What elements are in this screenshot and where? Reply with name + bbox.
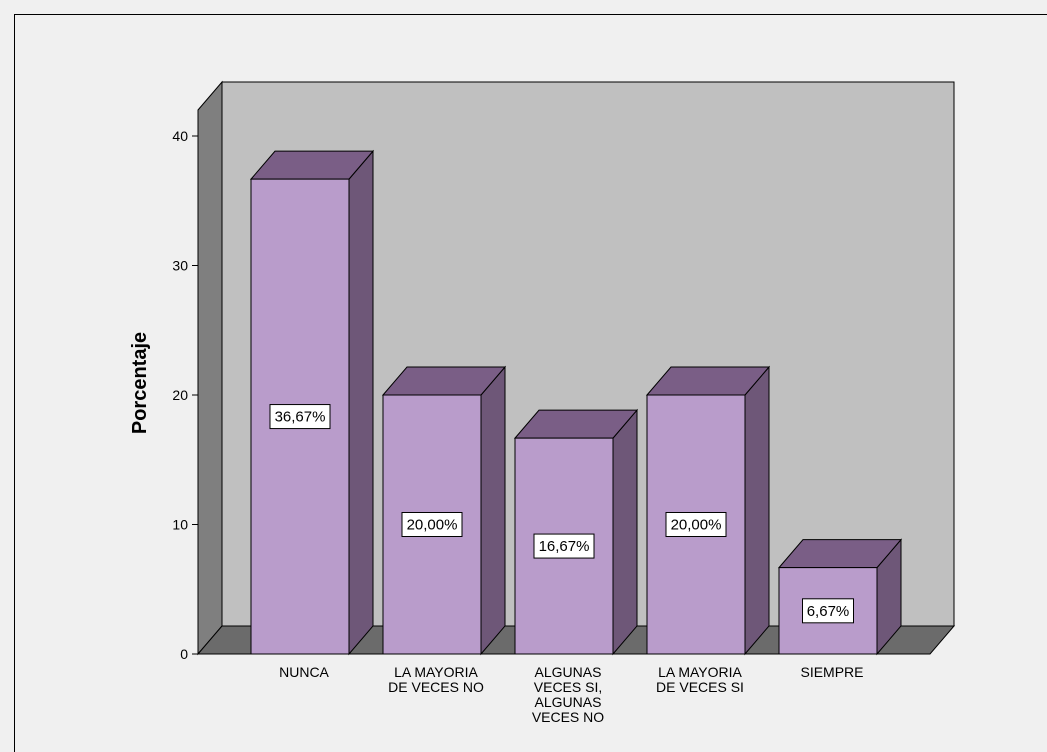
data-label-box: [269, 404, 331, 430]
bar-group: 20,00%: [645, 365, 771, 656]
y-tick-label: 40: [172, 128, 188, 144]
x-category-label-line: NUNCA: [279, 664, 329, 680]
x-category-label-line: DE VECES SI: [656, 679, 744, 695]
data-label: 16,67%: [539, 538, 590, 555]
x-category-label: LA MAYORIA DE VECES NO: [388, 664, 484, 695]
y-tick-label: 10: [172, 517, 188, 533]
data-label-box: [533, 533, 595, 559]
y-tick-label: 30: [172, 258, 188, 274]
x-category-label: ALGUNAS VECES SI, ALGUNAS VECES NO: [532, 664, 604, 725]
bar-group: 16,67%: [513, 408, 639, 656]
x-category-label-line: DE VECES NO: [388, 679, 484, 695]
bar-side: [744, 365, 770, 656]
x-category-label-line: VECES SI,: [534, 679, 602, 695]
x-category-label: NUNCA: [279, 664, 329, 680]
bar-side: [348, 149, 374, 656]
bar-group: 6,67%: [777, 538, 903, 656]
data-label: 20,00%: [671, 517, 722, 534]
y-axis-title: Porcentaje: [129, 332, 151, 434]
y-tick-label: 20: [172, 387, 188, 403]
data-label: 36,67%: [275, 409, 326, 426]
bar-group: 20,00%: [381, 365, 507, 656]
x-category-label-line: ALGUNAS: [535, 694, 602, 710]
data-label: 20,00%: [407, 517, 458, 534]
data-label: 6,67%: [807, 603, 850, 620]
data-label-box: [802, 598, 854, 624]
x-category-label-line: LA MAYORIA: [658, 664, 742, 680]
x-category-label: SIEMPRE: [800, 664, 863, 680]
plot-left-wall: [197, 80, 223, 656]
data-label-box: [665, 512, 727, 537]
y-tick-label: 0: [180, 646, 188, 662]
x-category-label-line: LA MAYORIA: [394, 664, 478, 680]
bar-side: [612, 408, 638, 656]
x-category-label-line: SIEMPRE: [800, 664, 863, 680]
x-category-label-line: VECES NO: [532, 709, 604, 725]
bar-group: 36,67%: [249, 149, 375, 656]
x-category-label: LA MAYORIA DE VECES SI: [656, 664, 744, 695]
bar-side: [480, 365, 506, 656]
x-category-label-line: ALGUNAS: [535, 664, 602, 680]
data-label-box: [401, 512, 463, 537]
